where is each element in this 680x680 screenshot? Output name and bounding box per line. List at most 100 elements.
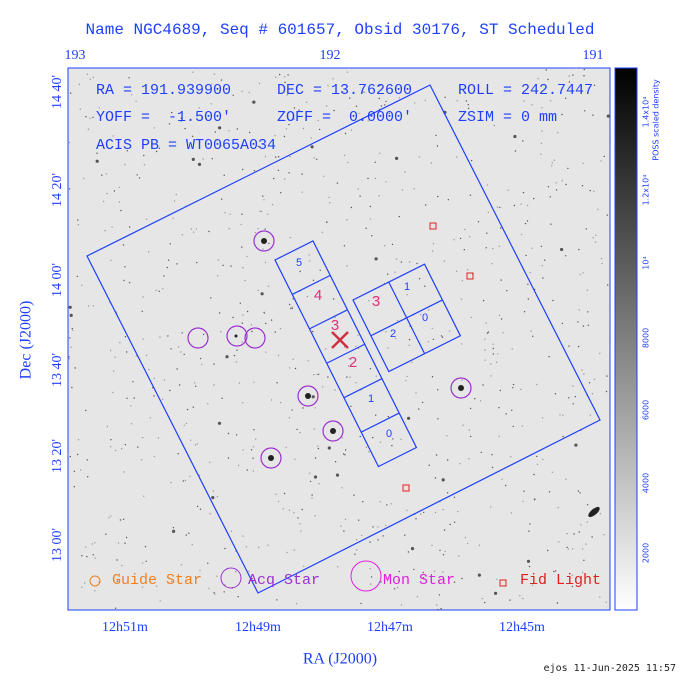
noise-dot [433,570,436,572]
noise-dot [309,472,311,474]
noise-dot [424,99,426,102]
noise-dot [556,602,559,604]
noise-dot [173,200,176,202]
noise-dot [372,526,374,528]
noise-dot [568,397,570,399]
noise-dot [552,299,554,302]
noise-dot [486,184,489,186]
legend-label: Fid Light [520,572,601,589]
legend-marker [350,560,382,592]
noise-dot [567,167,569,170]
noise-dot [190,576,192,578]
noise-dot [532,335,534,337]
noise-dot [68,141,71,144]
noise-dot [359,435,361,438]
noise-dot [248,570,250,572]
noise-dot [158,290,160,292]
noise-dot [334,389,336,391]
noise-dot [492,247,494,250]
noise-dot [128,282,131,284]
noise-dot [191,157,195,161]
noise-dot [78,83,81,86]
noise-dot [501,478,503,480]
noise-dot [143,495,145,497]
noise-dot [603,155,605,158]
noise-dot [371,235,373,237]
noise-dot [89,78,91,81]
noise-dot [495,361,498,363]
noise-dot [72,329,74,331]
noise-dot [85,116,87,118]
noise-dot [240,146,243,149]
noise-dot [92,116,94,119]
noise-dot [167,259,170,261]
noise-dot [441,478,445,482]
noise-dot [540,142,543,144]
noise-dot [145,560,147,562]
noise-dot [359,195,361,197]
noise-dot [465,100,468,102]
noise-dot [119,342,121,344]
noise-dot [334,461,337,463]
legend-marker [499,579,507,587]
noise-dot [585,543,587,545]
noise-dot [213,73,216,75]
noise-dot [597,208,599,210]
noise-dot [262,195,264,197]
noise-dot [264,228,266,230]
noise-dot [492,347,494,350]
noise-dot [470,316,472,319]
noise-dot [543,582,545,584]
noise-dot [224,212,226,214]
noise-dot [185,422,188,425]
noise-dot [374,257,378,261]
noise-dot [183,424,185,426]
noise-dot [369,368,372,370]
noise-dot [496,578,498,580]
noise-dot [273,177,275,180]
noise-dot [242,168,244,171]
noise-dot [343,154,346,157]
colorbar-label: 4000 [642,473,651,493]
noise-dot [456,100,458,102]
noise-dot [591,536,593,538]
noise-dot [513,204,516,207]
noise-dot [336,182,339,184]
noise-dot [431,544,433,546]
noise-dot [372,436,374,439]
noise-dot [327,446,331,450]
noise-dot [579,492,581,494]
noise-dot [68,356,70,358]
noise-dot [404,534,406,536]
noise-dot [509,599,511,601]
noise-dot [413,188,415,190]
noise-dot [327,84,329,87]
noise-dot [506,290,508,292]
noise-dot [317,445,319,447]
noise-dot [102,92,105,94]
noise-dot [85,409,87,412]
noise-dot [369,541,371,543]
noise-dot [181,332,183,334]
noise-dot [245,546,248,548]
noise-dot [112,391,114,394]
noise-dot [246,255,248,258]
noise-dot [551,165,553,167]
noise-dot [125,536,128,539]
noise-dot [69,313,73,317]
noise-dot [427,341,430,343]
noise-dot [362,501,364,503]
noise-dot [153,395,155,397]
noise-dot [114,607,117,609]
noise-dot [524,222,527,225]
noise-dot [211,496,215,500]
noise-dot [121,564,123,567]
chip-label: 1 [404,281,410,293]
noise-dot [260,210,263,213]
noise-dot [482,384,484,386]
noise-dot [70,92,72,94]
noise-dot [259,210,261,212]
noise-dot [536,383,538,386]
noise-dot [481,597,484,600]
noise-dot [326,105,328,107]
